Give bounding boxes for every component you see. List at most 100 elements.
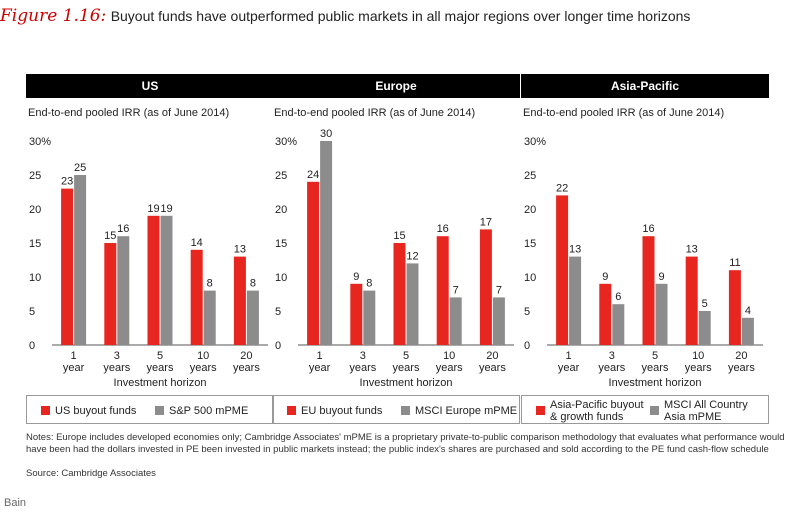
bar-buyout — [350, 283, 363, 345]
figure-title-row: Figure 1.16: Buyout funds have outperfor… — [0, 6, 793, 30]
x-tick-label: years — [598, 362, 625, 374]
figure-label: Figure 1.16: — [0, 6, 107, 26]
data-label: 9 — [658, 271, 664, 283]
y-tick-label: 30% — [524, 136, 546, 148]
x-tick-label: years — [349, 362, 376, 374]
data-label: 16 — [642, 223, 654, 235]
y-tick-label: 15 — [29, 238, 41, 250]
data-label: 14 — [191, 237, 203, 249]
x-tick-label: 3 — [114, 350, 120, 362]
bar-public — [741, 317, 754, 345]
data-label: 9 — [353, 271, 359, 283]
legend-item: MSCI Europe mPME — [401, 396, 517, 425]
bar-buyout — [104, 243, 117, 345]
data-label: 7 — [496, 284, 502, 296]
x-tick-label: years — [642, 362, 669, 374]
data-label: 17 — [480, 216, 492, 228]
bar-buyout — [190, 249, 203, 345]
data-label: 4 — [745, 305, 751, 317]
legend-label: EU buyout funds — [301, 404, 383, 417]
bar-public — [160, 215, 173, 345]
x-axis-label: Investment horizon — [114, 377, 207, 389]
source: Source: Cambridge Associates — [26, 468, 156, 479]
data-label: 11 — [729, 257, 740, 269]
legend-item: Asia-Pacific buyout & growth funds — [536, 396, 644, 425]
x-tick-label: year — [309, 362, 331, 374]
bar-buyout — [61, 188, 74, 345]
x-tick-label: year — [558, 362, 580, 374]
data-label: 5 — [702, 298, 708, 310]
y-tick-label: 0 — [29, 340, 35, 352]
data-label: 6 — [615, 291, 621, 303]
data-label: 22 — [556, 182, 568, 194]
chart-panel-us: US End-to-end pooled IRR (as of June 201… — [26, 74, 274, 424]
data-label: 9 — [602, 271, 608, 283]
bar-public — [320, 141, 333, 345]
legend-swatch — [401, 406, 410, 415]
x-tick-label: 3 — [609, 350, 615, 362]
bar-public — [363, 290, 376, 345]
data-label: 19 — [147, 203, 159, 215]
bar-buyout — [479, 229, 492, 345]
data-label: 13 — [234, 244, 246, 256]
x-tick-label: 5 — [403, 350, 409, 362]
legend-item: EU buyout funds — [287, 396, 382, 425]
brand-label: Bain — [4, 497, 27, 509]
x-tick-label: 3 — [360, 350, 366, 362]
chart-panel-europe: Europe End-to-end pooled IRR (as of June… — [272, 74, 520, 424]
data-label: 15 — [393, 230, 405, 242]
x-tick-label: years — [685, 362, 712, 374]
legend-label: MSCI All Country Asia mPME — [664, 398, 748, 423]
bar-buyout — [307, 181, 320, 345]
bar-public — [117, 236, 130, 345]
y-tick-label: 10 — [29, 272, 41, 284]
bar-buyout — [685, 256, 698, 345]
x-tick-label: 20 — [735, 350, 747, 362]
data-label: 16 — [437, 223, 449, 235]
bar-chart-asia-pacific: 30%252015105022131year963years1695years1… — [524, 136, 763, 389]
x-tick-label: 1 — [317, 350, 323, 362]
y-tick-label: 30% — [29, 136, 51, 148]
notes: Notes: Europe includes developed economi… — [26, 432, 785, 455]
data-label: 8 — [366, 278, 372, 290]
panel-subtitle: End-to-end pooled IRR (as of June 2014) — [274, 107, 476, 119]
bar-public — [655, 283, 668, 345]
data-label: 23 — [61, 176, 73, 188]
data-label: 30 — [320, 128, 332, 140]
x-tick-label: 1 — [566, 350, 572, 362]
bar-buyout — [599, 283, 612, 345]
y-tick-label: 20 — [275, 204, 287, 216]
y-tick-label: 15 — [524, 238, 536, 250]
x-tick-label: 1 — [71, 350, 77, 362]
legend-label: MSCI Europe mPME — [415, 404, 518, 417]
x-tick-label: year — [63, 362, 85, 374]
bar-buyout — [436, 236, 449, 345]
data-label: 19 — [160, 203, 172, 215]
y-tick-label: 25 — [275, 170, 287, 182]
legend: EU buyout funds MSCI Europe mPME — [272, 395, 520, 424]
bar-public — [492, 297, 505, 345]
bar-buyout — [642, 236, 655, 345]
panel-header: Asia-Pacific — [521, 74, 769, 98]
data-label: 25 — [74, 162, 86, 174]
legend-swatch — [41, 406, 50, 415]
legend-swatch — [650, 406, 659, 415]
legend-swatch — [155, 406, 164, 415]
y-tick-label: 15 — [275, 238, 287, 250]
legend-label: S&P 500 mPME — [169, 404, 249, 417]
y-tick-label: 10 — [524, 272, 536, 284]
panel-subtitle: End-to-end pooled IRR (as of June 2014) — [523, 107, 725, 119]
legend-label: Asia-Pacific buyout & growth funds — [550, 398, 644, 423]
y-tick-label: 25 — [29, 170, 41, 182]
data-label: 7 — [453, 284, 459, 296]
figure-title: Buyout funds have outperformed public ma… — [110, 8, 691, 24]
y-tick-label: 0 — [524, 340, 530, 352]
x-tick-label: 20 — [486, 350, 498, 362]
bar-chart-europe: 30%252015105024301year983years15125years… — [275, 128, 514, 389]
legend-swatch — [287, 406, 296, 415]
x-tick-label: years — [479, 362, 506, 374]
y-tick-label: 5 — [524, 306, 530, 318]
data-label: 12 — [406, 250, 418, 262]
y-tick-label: 5 — [29, 306, 35, 318]
